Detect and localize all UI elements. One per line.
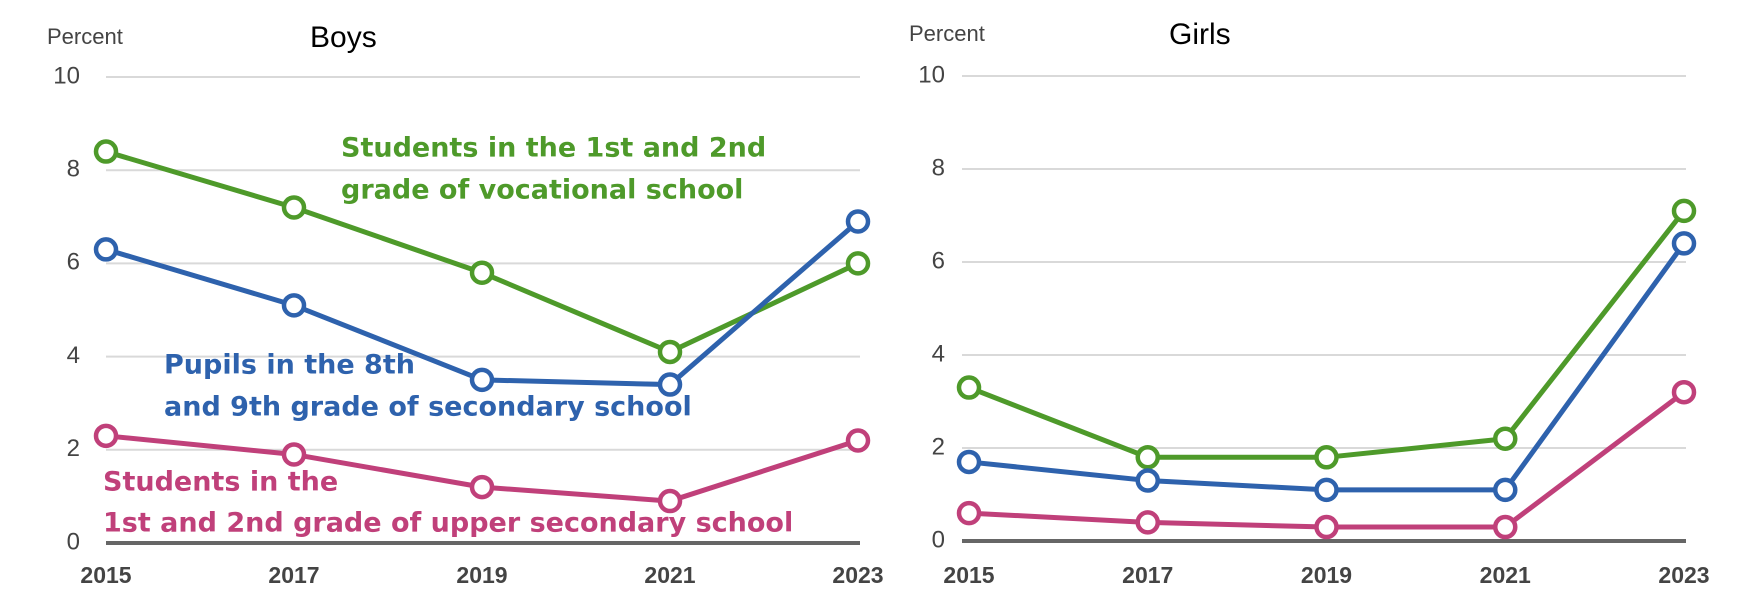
marker [845, 428, 871, 453]
y-tick-label: 10 [918, 61, 945, 88]
marker [93, 139, 119, 164]
marker [281, 442, 307, 467]
y-tick-label: 6 [932, 247, 945, 274]
x-tick-label: 2023 [832, 562, 883, 588]
chart-title: Boys [310, 21, 377, 54]
y-tick-label: 8 [932, 154, 945, 181]
x-tick-label: 2019 [456, 562, 507, 588]
y-tick-label: 2 [67, 435, 80, 462]
marker [1671, 231, 1697, 256]
y-tick-label: 2 [932, 433, 945, 460]
axis-label: Percent [47, 24, 123, 49]
marker [956, 500, 982, 526]
marker [956, 375, 982, 400]
marker [469, 260, 495, 285]
series-label: Students in the [103, 467, 338, 498]
y-tick-label: 6 [67, 249, 80, 276]
x-tick-label: 2015 [80, 562, 131, 588]
x-tick-label: 2017 [1122, 562, 1173, 588]
marker [1671, 379, 1697, 405]
y-tick-label: 0 [67, 528, 80, 555]
chart-title: Girls [1169, 18, 1231, 51]
marker [845, 251, 871, 276]
marker [469, 367, 495, 393]
y-tick-label: 10 [53, 62, 80, 89]
marker [469, 474, 495, 500]
x-tick-label: 2021 [1480, 562, 1531, 588]
y-tick-label: 8 [67, 156, 80, 183]
series-label: 1st and 2nd grade of upper secondary sch… [103, 508, 793, 539]
marker [1314, 477, 1339, 503]
marker [1314, 514, 1339, 540]
axis-label: Percent [909, 21, 985, 46]
x-tick-label: 2019 [1301, 562, 1352, 588]
marker [1493, 426, 1518, 451]
marker [1135, 468, 1160, 493]
line [968, 209, 1686, 460]
marker [1493, 477, 1518, 503]
x-tick-label: 2021 [644, 562, 695, 588]
marker [93, 423, 119, 449]
y-tick-label: 4 [932, 340, 945, 367]
marker [1314, 445, 1339, 470]
marker [1135, 510, 1160, 535]
marker [657, 488, 683, 514]
marker [281, 293, 307, 318]
series-label: Pupils in the 8th [164, 350, 415, 381]
marker [1135, 445, 1160, 470]
y-tick-label: 0 [932, 526, 945, 553]
marker [1493, 514, 1518, 540]
series-label: grade of vocational school [341, 175, 743, 206]
x-tick-label: 2015 [943, 562, 994, 588]
x-tick-label: 2017 [268, 562, 319, 588]
marker [956, 449, 982, 475]
series-label: Students in the 1st and 2nd [341, 133, 766, 164]
x-tick-label: 2023 [1658, 562, 1709, 588]
marker [93, 237, 119, 262]
marker [657, 339, 683, 365]
marker [281, 195, 307, 220]
marker [845, 209, 871, 234]
marker [1671, 198, 1697, 224]
y-tick-label: 4 [67, 342, 80, 369]
series-label: and 9th grade of secondary school [164, 392, 692, 423]
marker [657, 372, 683, 397]
